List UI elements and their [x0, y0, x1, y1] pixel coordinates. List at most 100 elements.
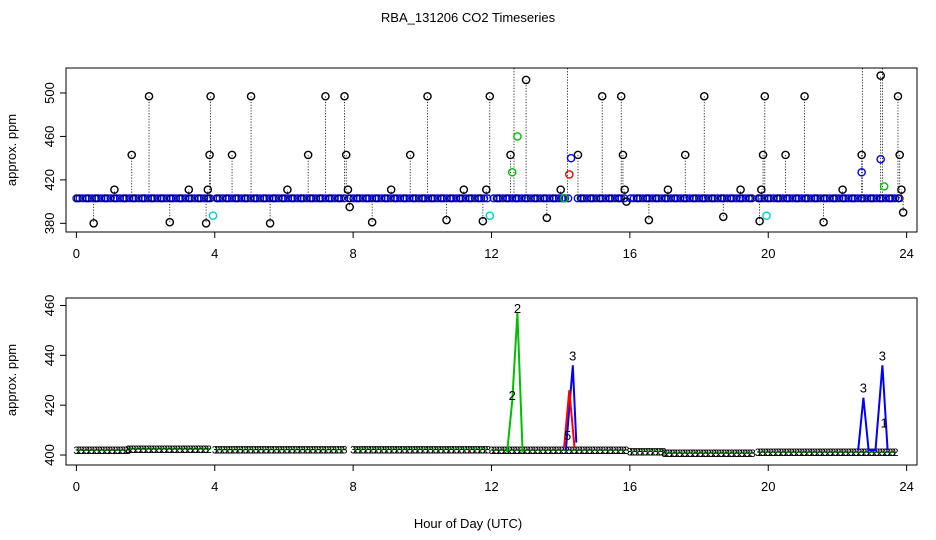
black-point — [758, 150, 768, 160]
black-point — [110, 185, 119, 194]
baseline-glyph: 3 — [713, 448, 719, 460]
baseline-glyph: 2 — [251, 445, 257, 457]
baseline-point — [830, 194, 839, 203]
black-point — [800, 91, 809, 101]
baseline-glyph: 2 — [522, 445, 528, 457]
baseline-glyph: 3 — [305, 445, 311, 457]
baseline-glyph: 2 — [600, 445, 606, 457]
baseline-glyph: 3 — [99, 445, 105, 457]
baseline-glyph: 2 — [629, 446, 635, 458]
baseline-glyph: 3 — [402, 444, 408, 456]
black-point — [718, 212, 728, 222]
black-point — [423, 91, 432, 101]
baseline-glyph: 3 — [341, 445, 347, 457]
baseline-glyph: 2 — [830, 447, 836, 459]
baseline-glyph: 3 — [546, 445, 552, 457]
baseline-glyph: 2 — [851, 447, 857, 459]
baseline-point — [232, 194, 241, 203]
green-point — [507, 167, 517, 177]
baseline-glyph: 2 — [334, 445, 340, 457]
black-point — [510, 55, 517, 62]
baseline-glyph: 3 — [698, 448, 704, 460]
baseline-point — [438, 194, 446, 203]
black-point — [165, 217, 175, 227]
baseline-glyph: 2 — [507, 445, 513, 457]
baseline-point — [480, 194, 489, 203]
black-point — [757, 185, 766, 194]
baseline-glyph: 3 — [198, 444, 204, 456]
baseline-glyph: 2 — [564, 445, 570, 457]
baseline-glyph: 2 — [669, 448, 675, 460]
baseline-glyph: 3 — [776, 447, 782, 459]
baseline-glyph: 3 — [141, 444, 147, 456]
baseline-glyph: 2 — [430, 444, 436, 456]
baseline-point — [765, 194, 773, 203]
baseline-glyph: 2 — [690, 448, 696, 460]
baseline-glyph: 2 — [700, 448, 706, 460]
baseline-glyph: 2 — [282, 445, 288, 457]
baseline-point — [587, 194, 596, 203]
baseline-glyph: 3 — [480, 444, 486, 456]
baseline-point — [307, 194, 316, 203]
baseline-glyph: 3 — [464, 444, 470, 456]
baseline-glyph: 3 — [172, 444, 178, 456]
baseline-glyph: 3 — [459, 444, 465, 456]
black-point — [459, 185, 469, 194]
baseline-point — [251, 194, 260, 203]
baseline-glyph: 2 — [496, 445, 502, 457]
baseline-glyph: 3 — [879, 447, 885, 459]
baseline-point — [540, 194, 549, 203]
baseline-glyph: 3 — [120, 445, 126, 457]
baseline-glyph: 2 — [425, 444, 431, 456]
black-point — [345, 202, 354, 212]
baseline-glyph: 3 — [869, 447, 875, 459]
baseline-glyph: 3 — [812, 447, 818, 459]
baseline-glyph: 3 — [608, 445, 614, 457]
baseline-point — [811, 194, 820, 203]
baseline-glyph: 2 — [149, 444, 155, 456]
black-point — [246, 91, 256, 101]
baseline-glyph: 3 — [331, 445, 337, 457]
baseline-glyph: 2 — [778, 447, 784, 459]
baseline-glyph: 3 — [525, 445, 531, 457]
baseline-point — [708, 194, 717, 203]
baseline-glyph: 3 — [848, 447, 854, 459]
baseline-point — [111, 194, 120, 203]
baseline-glyph: 3 — [499, 445, 505, 457]
baseline-glyph: 2 — [590, 445, 596, 457]
baseline-glyph: 2 — [328, 445, 334, 457]
black-point — [283, 185, 292, 194]
baseline-glyph: 2 — [706, 448, 712, 460]
baseline-point — [410, 194, 418, 203]
baseline-glyph: 2 — [123, 445, 129, 457]
baseline-point — [195, 194, 204, 203]
baseline-glyph: 3 — [540, 445, 546, 457]
baseline-glyph: 3 — [744, 448, 750, 460]
baseline-glyph: 3 — [648, 446, 654, 458]
baseline-glyph: 3 — [485, 444, 491, 456]
baseline-glyph: 3 — [755, 447, 761, 459]
baseline-glyph: 3 — [264, 445, 270, 457]
x-tick-label: 16 — [623, 479, 637, 494]
baseline-glyph: 3 — [874, 447, 880, 459]
baseline-glyph: 3 — [770, 447, 776, 459]
x-tick-label: 20 — [761, 479, 775, 494]
baseline-glyph: 3 — [336, 445, 342, 457]
baseline-glyph: 2 — [313, 445, 319, 457]
baseline-glyph: 3 — [488, 445, 494, 457]
baseline-glyph: 2 — [553, 445, 559, 457]
baseline-glyph: 3 — [371, 444, 377, 456]
baseline-glyph: 3 — [418, 444, 424, 456]
baseline-glyph: 2 — [866, 447, 872, 459]
baseline-glyph: 3 — [315, 445, 321, 457]
baseline-glyph: 2 — [190, 444, 196, 456]
plot-frame — [65, 297, 918, 466]
baseline-point — [400, 194, 409, 203]
top-panel: 0 4 8 12 16 20 24 380 420 460 500 approx. ppm — [4, 55, 918, 261]
baseline-glyph: 2 — [323, 445, 329, 457]
baseline-glyph: 3 — [407, 444, 413, 456]
black-point — [367, 217, 377, 227]
series-label: 3 — [569, 348, 576, 363]
baseline-point — [260, 194, 269, 203]
baseline-glyph: 3 — [326, 445, 332, 457]
